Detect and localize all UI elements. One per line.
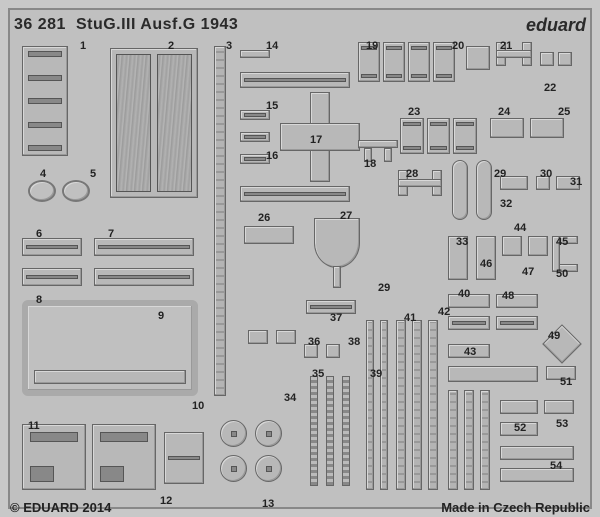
copyright: © EDUARD 2014 — [10, 500, 111, 515]
part-label: 39 — [370, 368, 382, 380]
part-label: 19 — [366, 40, 378, 52]
part-label: 2 — [168, 40, 174, 52]
part-label: 31 — [570, 176, 582, 188]
part-label: 6 — [36, 228, 42, 240]
part-label: 53 — [556, 418, 568, 430]
part-label: 10 — [192, 400, 204, 412]
part-label: 52 — [514, 422, 526, 434]
part-label: 35 — [312, 368, 324, 380]
part-label: 14 — [266, 40, 278, 52]
part-label: 28 — [406, 168, 418, 180]
product-code: 36 281 — [14, 16, 66, 34]
part-label: 11 — [28, 420, 40, 432]
part-label: 21 — [500, 40, 512, 52]
part-label: 29 — [494, 168, 506, 180]
part-label: 3 — [226, 40, 232, 52]
part-label: 17 — [310, 134, 322, 146]
part-label: 22 — [544, 82, 556, 94]
part-label: 36 — [308, 336, 320, 348]
part-label: 12 — [160, 495, 172, 507]
part-label: 50 — [556, 268, 568, 280]
part-label: 42 — [438, 306, 450, 318]
part-label: 20 — [452, 40, 464, 52]
part-label: 13 — [262, 498, 274, 510]
part-label: 43 — [464, 346, 476, 358]
brand: eduard — [526, 15, 586, 36]
part-label: 46 — [480, 258, 492, 270]
part-label: 49 — [548, 330, 560, 342]
part-label: 7 — [108, 228, 114, 240]
part-label: 41 — [404, 312, 416, 324]
part-label: 15 — [266, 100, 278, 112]
part-label: 37 — [330, 312, 342, 324]
product-name: StuG.III Ausf.G 1943 — [76, 16, 238, 34]
part-label: 34 — [284, 392, 296, 404]
part-label: 18 — [364, 158, 376, 170]
part-label: 51 — [560, 376, 572, 388]
part-label: 4 — [40, 168, 46, 180]
part-label: 54 — [550, 460, 562, 472]
part-label: 24 — [498, 106, 510, 118]
part-label: 47 — [522, 266, 534, 278]
part-label: 48 — [502, 290, 514, 302]
part-label: 25 — [558, 106, 570, 118]
part-label: 40 — [458, 288, 470, 300]
part-label: 38 — [348, 336, 360, 348]
part-label: 26 — [258, 212, 270, 224]
title-bar: 36 281 StuG.III Ausf.G 1943 eduard — [14, 14, 586, 36]
part-label: 32 — [500, 198, 512, 210]
part-label: 44 — [514, 222, 526, 234]
part-label: 9 — [158, 310, 164, 322]
part-label: 33 — [456, 236, 468, 248]
part-label: 27 — [340, 210, 352, 222]
part-label: 45 — [556, 236, 568, 248]
part-label: 1 — [80, 40, 86, 52]
part-label: 16 — [266, 150, 278, 162]
part-label: 29 — [378, 282, 390, 294]
part-label: 5 — [90, 168, 96, 180]
origin: Made in Czech Republic — [441, 500, 590, 515]
part-label: 23 — [408, 106, 420, 118]
part-label: 30 — [540, 168, 552, 180]
part-label: 8 — [36, 294, 42, 306]
